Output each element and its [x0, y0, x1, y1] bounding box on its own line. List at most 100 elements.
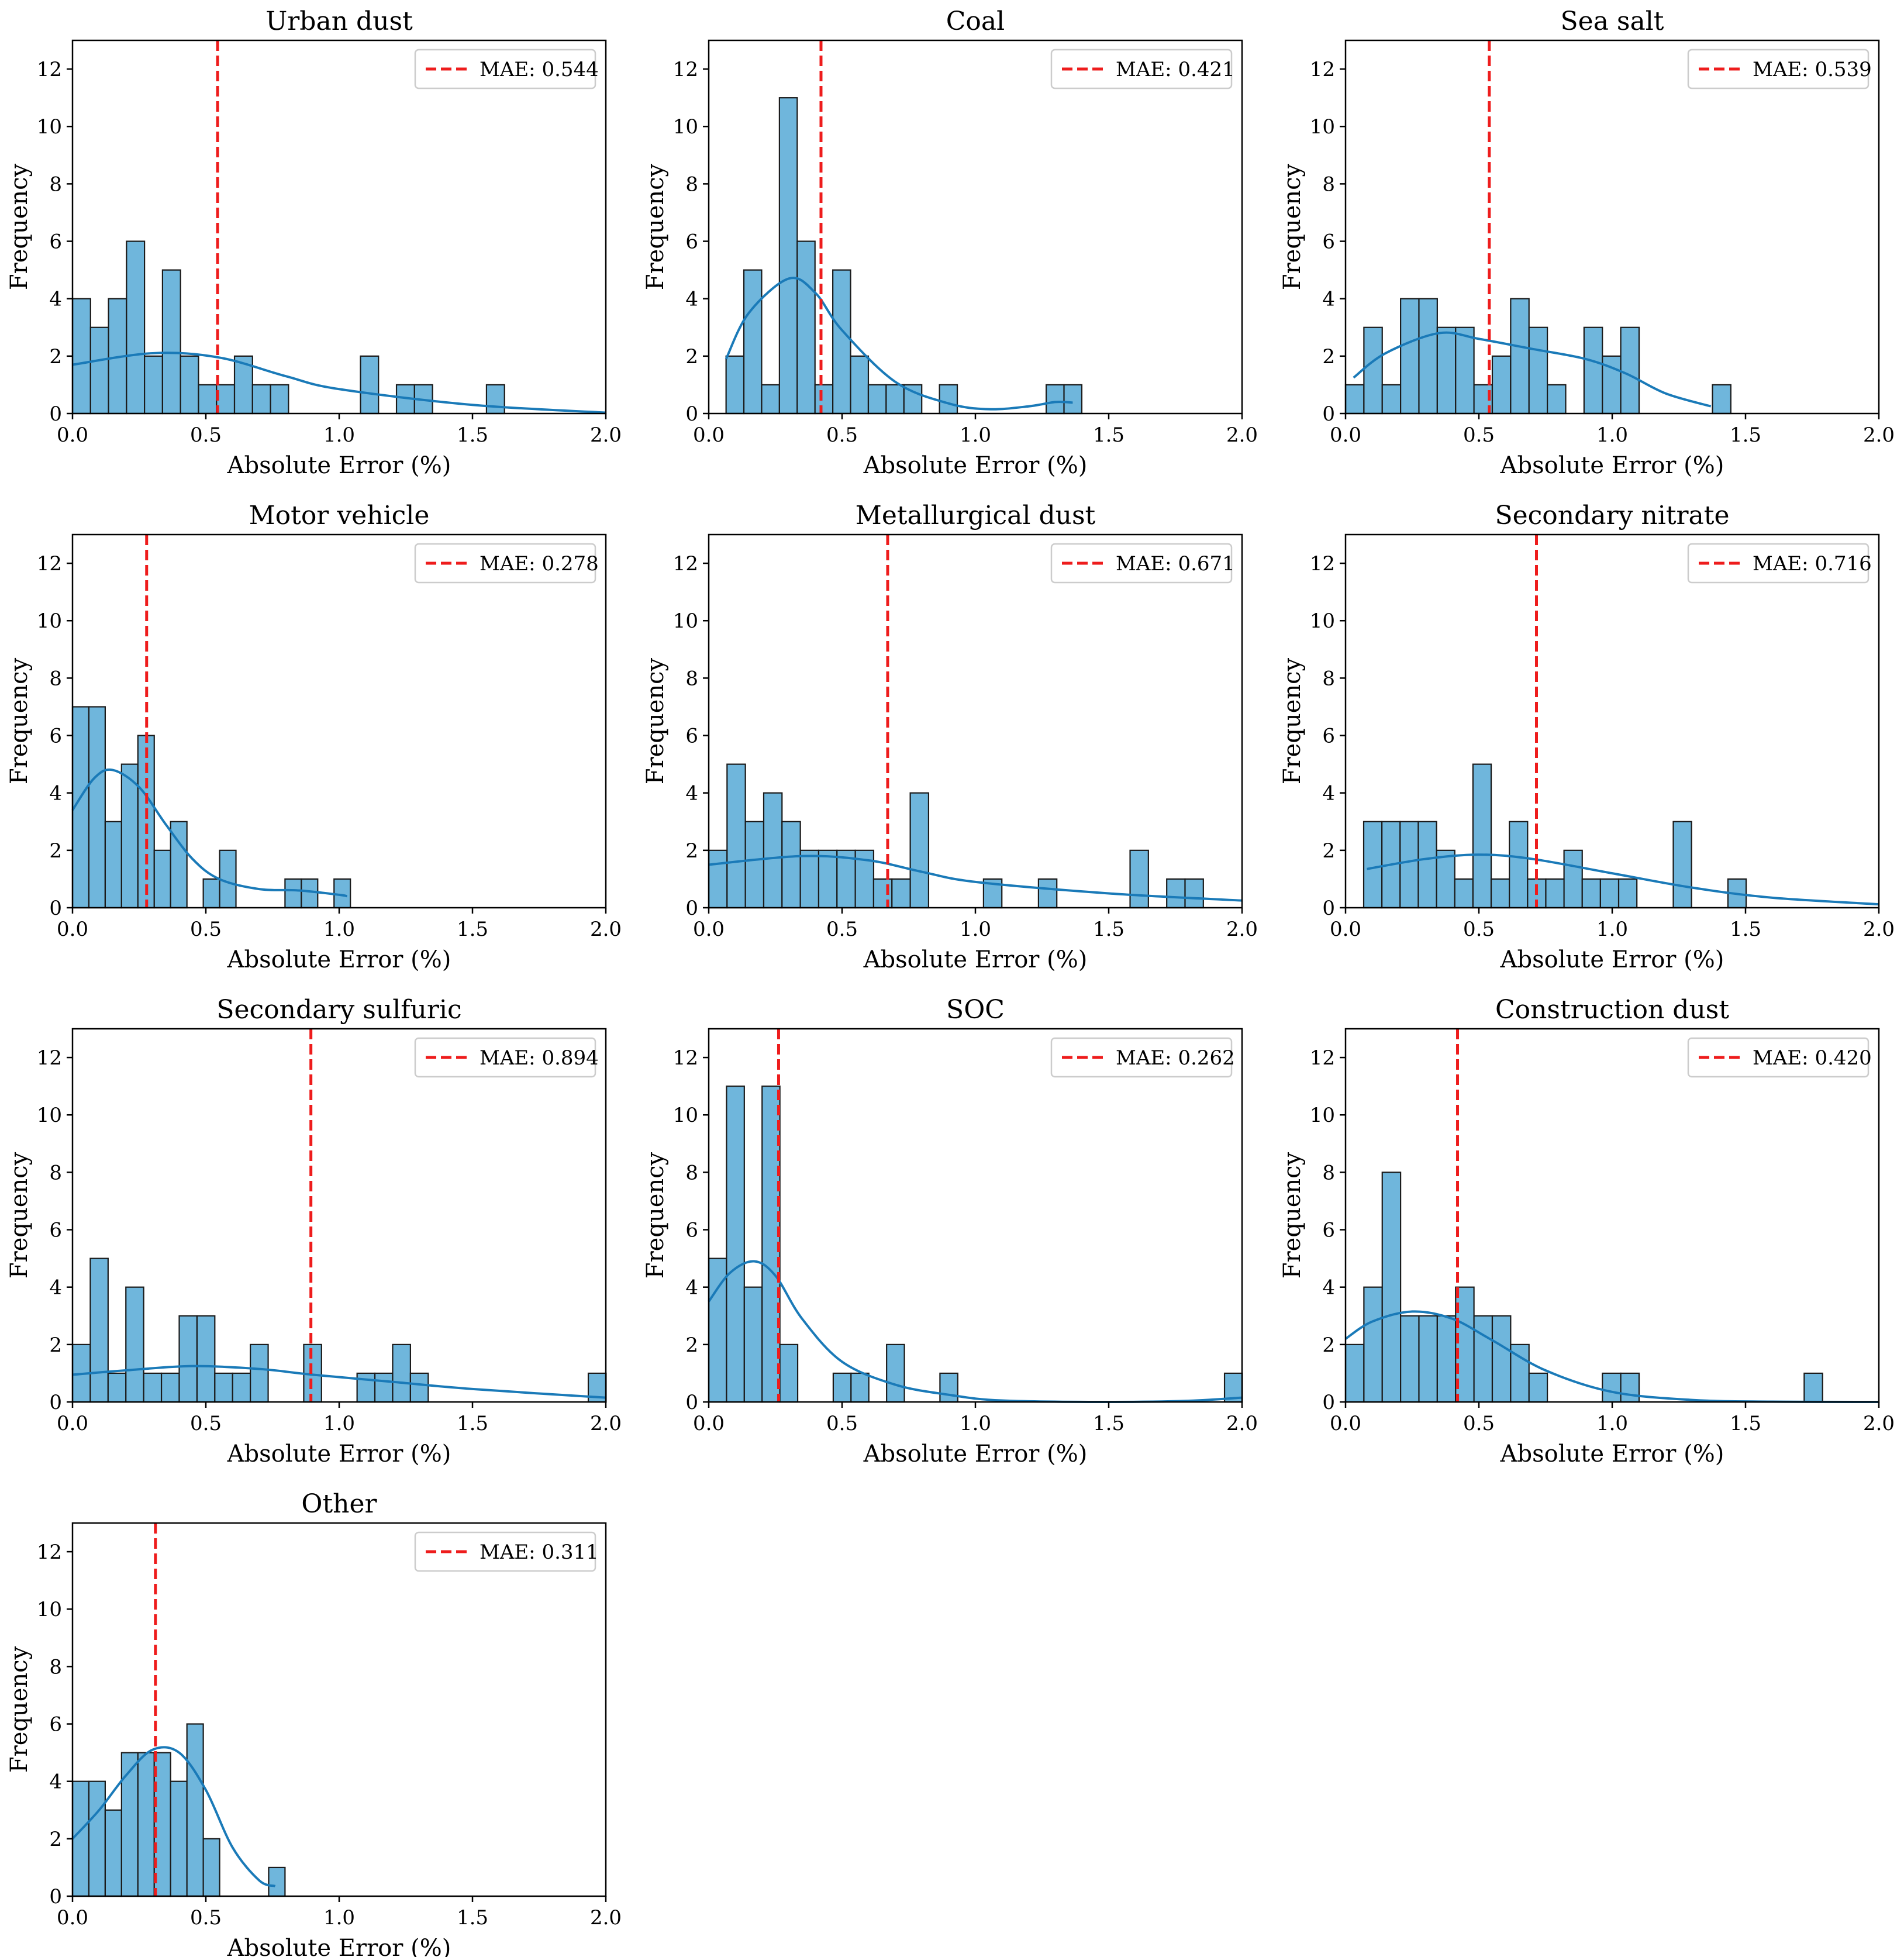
y-tick-label: 2 [1322, 345, 1335, 368]
histogram-bar [126, 240, 146, 415]
kde-curve [72, 1365, 606, 1399]
histogram-bar [104, 1809, 122, 1897]
histogram-bar [1672, 821, 1692, 909]
histogram-bar [301, 878, 319, 909]
y-tick-label: 12 [37, 552, 62, 576]
histogram-bar [743, 269, 763, 415]
histogram-bar [178, 1315, 198, 1403]
x-tick-label: 1.0 [323, 423, 355, 447]
y-tick-label: 2 [1322, 839, 1335, 863]
panel-4: 0.0 0.5 1.0 1.5 2.0 0 2 4 6 8 10 12 Metallurgical du… [642, 501, 1258, 973]
x-tick-label: 0.5 [1463, 423, 1495, 447]
x-axis-label: Absolute Error (%) [227, 1935, 451, 1957]
kde-curve [71, 1746, 276, 1887]
y-tick-label: 4 [685, 288, 698, 311]
y-tick-label: 6 [49, 230, 62, 254]
y-axis-label: Frequency [6, 1646, 33, 1773]
histogram-bar [818, 849, 838, 909]
y-tick-label: 6 [685, 1219, 698, 1242]
y-tick-label: 2 [49, 345, 62, 368]
x-tick-label: 1.5 [1093, 1412, 1125, 1435]
y-tick-label: 10 [673, 1104, 698, 1127]
histogram-bar [1400, 1315, 1420, 1403]
legend-box [1050, 49, 1233, 89]
histogram-bars [71, 240, 505, 415]
histogram-bar [107, 1372, 127, 1403]
histogram-bar [1490, 878, 1510, 909]
x-tick-label: 1.0 [323, 1906, 355, 1930]
histogram-bar [409, 1372, 429, 1403]
y-tick-label: 6 [49, 1219, 62, 1242]
histogram-bar [1063, 384, 1083, 415]
histogram-bar [1037, 878, 1058, 909]
histogram-bar [1454, 878, 1474, 909]
histogram-bar [198, 384, 218, 415]
y-tick-label: 4 [49, 288, 62, 311]
x-tick-label: 0.5 [826, 423, 858, 447]
x-tick-label: 2.0 [1863, 1412, 1895, 1435]
histogram-bar [1599, 878, 1620, 909]
y-tick-label: 0 [49, 897, 62, 920]
panel-8: 0.0 0.5 1.0 1.5 2.0 0 2 4 6 8 10 12 Construction dus… [1279, 995, 1895, 1467]
histogram-bar [202, 1838, 220, 1897]
histogram-bar [725, 355, 745, 415]
histogram-bar [885, 384, 905, 415]
histogram-bar [1046, 384, 1065, 415]
x-tick-label: 0.5 [190, 918, 222, 941]
histogram-bar [214, 1372, 233, 1403]
y-tick-label: 10 [37, 115, 62, 139]
x-axis-label: Absolute Error (%) [227, 452, 451, 479]
histogram-bar [104, 821, 122, 909]
histogram-bar [120, 763, 139, 909]
x-tick-label: 1.0 [960, 423, 991, 447]
histogram-bar [120, 1752, 139, 1897]
histogram-bar [1472, 763, 1492, 909]
panel-title: Sea salt [1561, 6, 1664, 36]
histogram-bar [1418, 298, 1438, 415]
x-tick-label: 2.0 [1226, 423, 1258, 447]
y-tick-label: 10 [673, 115, 698, 139]
y-tick-label: 8 [49, 1161, 62, 1184]
kde-curve [72, 352, 606, 414]
y-tick-label: 4 [1322, 782, 1335, 805]
legend: MAE: 0.278 [414, 543, 599, 584]
histogram-bars [708, 763, 1204, 909]
y-tick-label: 12 [37, 1541, 62, 1564]
histogram-bar [781, 821, 801, 909]
y-tick-label: 10 [1310, 609, 1335, 633]
histogram-bars [1344, 298, 1731, 415]
x-tick-label: 1.5 [1093, 918, 1125, 941]
legend-box [1050, 1037, 1233, 1078]
y-tick-label: 0 [1322, 897, 1335, 920]
histogram-bar [1184, 878, 1204, 909]
y-tick-label: 2 [49, 1828, 62, 1851]
histogram-bar [1418, 1315, 1438, 1403]
histogram-bars [71, 1257, 607, 1403]
histogram-bar [779, 1343, 799, 1403]
histogram-bar [485, 384, 505, 415]
x-tick-label: 0.0 [57, 1412, 88, 1435]
x-axis-label: Absolute Error (%) [863, 1441, 1088, 1467]
legend: MAE: 0.671 [1050, 543, 1235, 584]
histogram-bar [250, 1343, 269, 1403]
histogram-bar [161, 269, 181, 415]
legend: MAE: 0.421 [1050, 49, 1235, 89]
x-tick-label: 1.5 [1730, 423, 1761, 447]
y-tick-label: 6 [685, 230, 698, 254]
x-tick-label: 2.0 [1226, 1412, 1258, 1435]
histogram-bar [1436, 1315, 1457, 1403]
y-tick-label: 0 [49, 1391, 62, 1414]
histogram-bar [799, 849, 820, 909]
histogram-bar [360, 355, 380, 415]
y-tick-label: 2 [49, 1334, 62, 1357]
x-axis-label: Absolute Error (%) [863, 452, 1088, 479]
histogram-bar [891, 878, 911, 909]
legend: MAE: 0.311 [414, 1531, 599, 1572]
x-tick-label: 0.5 [190, 1412, 222, 1435]
x-axis-label: Absolute Error (%) [1500, 1441, 1724, 1467]
x-tick-label: 0.0 [57, 423, 88, 447]
histogram-bar [850, 1372, 870, 1403]
histogram-bar [763, 792, 783, 909]
histogram-bar [160, 1372, 180, 1403]
